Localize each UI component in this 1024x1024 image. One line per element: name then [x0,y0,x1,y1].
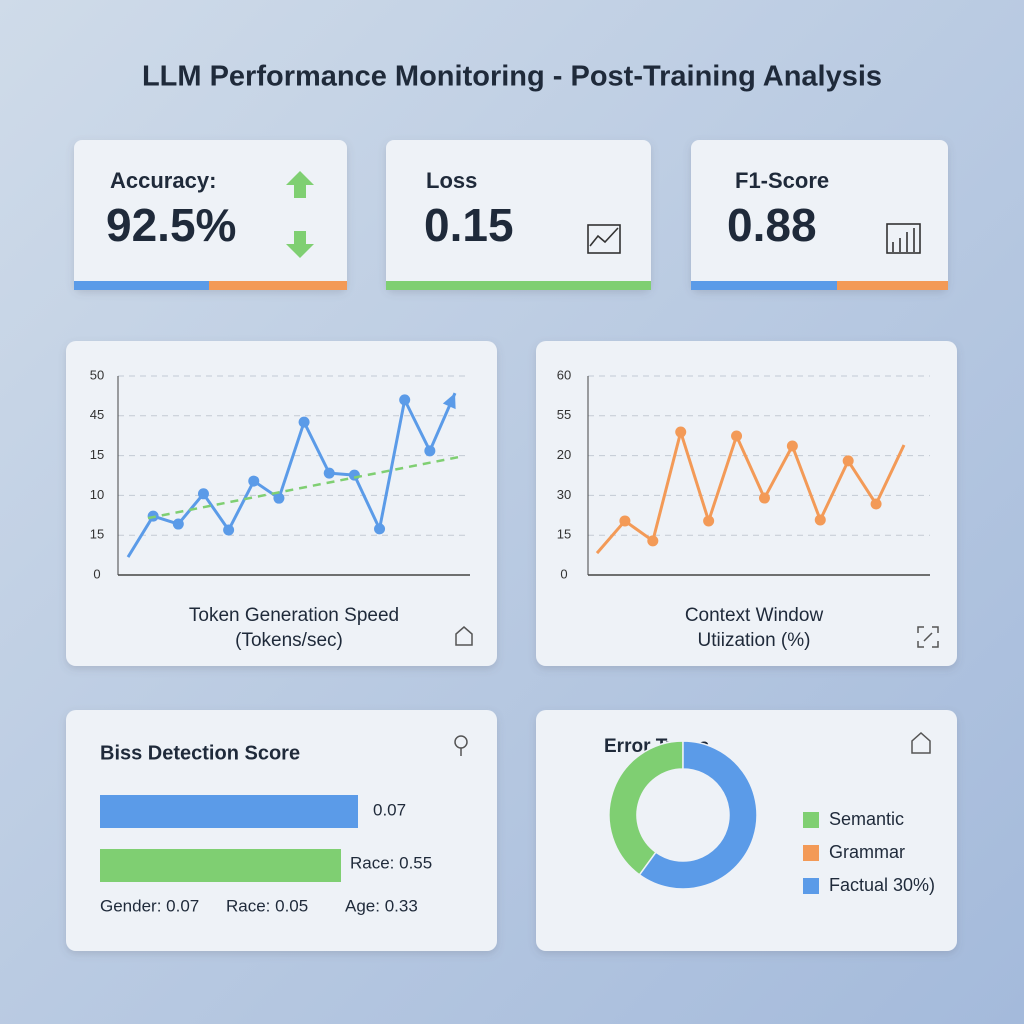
card-value: 92.5% [106,199,236,251]
y-tick-label: 15 [90,527,104,542]
data-point [248,475,260,487]
card-stripe [691,281,837,290]
legend-swatch [803,878,819,894]
data-point [675,426,687,438]
card-stripe [74,281,209,290]
bias-footer: Gender: 0.07 [100,896,199,915]
data-point [703,515,715,527]
data-point [619,515,631,527]
data-point [374,523,386,535]
legend-swatch [803,812,819,828]
y-tick-label: 55 [557,407,571,422]
data-point [223,524,235,536]
data-point [647,535,659,547]
data-point [814,514,826,526]
bar-icon [886,223,921,254]
panel [536,341,957,666]
y-tick-label: 20 [557,447,571,462]
data-point [273,492,285,504]
chart-subtitle: (Tokens/sec) [235,630,343,651]
chart-subtitle: Utiization (%) [698,630,811,651]
panel-title: Biss Detection Score [100,742,300,764]
pin-icon [454,735,468,756]
panels [66,341,957,951]
data-point [298,416,310,428]
home-icon [455,626,473,646]
home-icon [911,731,931,754]
bias-bar [100,849,341,882]
data-point [399,394,411,406]
page-title: LLM Performance Monitoring - Post-Traini… [142,61,882,93]
legend-swatch [803,845,819,861]
bar-label: 0.07 [373,800,406,819]
panel [66,341,497,666]
bias-footer: Age: 0.33 [345,896,418,915]
data-point [348,469,360,481]
y-tick-label: 0 [93,566,100,581]
arrow-head [442,393,456,410]
y-tick-label: 45 [90,407,104,422]
card-stripe [386,281,651,290]
chart-title: Context Window [685,605,824,626]
down-arrow-icon [286,231,314,258]
y-tick-label: 60 [557,367,571,382]
cards [74,140,948,290]
legend-label: Grammar [829,842,905,862]
y-tick-label: 15 [557,527,571,542]
chart-icon [587,224,621,254]
bias-footer: Race: 0.05 [226,896,308,915]
card-label: Accuracy: [110,168,216,193]
card [74,140,347,290]
card-stripe [837,281,948,290]
card-value: 0.15 [424,199,514,251]
y-tick-label: 50 [90,367,104,382]
donut-segment [608,740,684,876]
y-tick-label: 10 [90,487,104,502]
y-tick-label: 15 [90,447,104,462]
data-line [595,430,906,555]
data-point [842,455,854,467]
bar-label: Race: 0.55 [350,853,432,872]
up-arrow-icon [286,171,314,198]
bias-bar [100,795,358,828]
data-point [870,498,882,510]
card [386,140,651,290]
card-label: Loss [426,168,477,193]
y-tick-label: 30 [557,487,571,502]
data-point [172,518,184,530]
data-point [323,467,335,479]
legend-label: Semantic [829,809,904,829]
card [691,140,948,290]
data-point [197,488,209,500]
chart-title: Token Generation Speed [189,605,399,626]
data-point [786,440,798,452]
card-stripe [209,281,347,290]
data-point [424,445,436,457]
card-label: F1-Score [735,168,829,193]
panel [66,710,497,951]
y-tick-label: 0 [560,566,567,581]
donut-segment [638,740,758,890]
legend-label: Factual 30%) [829,875,935,895]
card-value: 0.88 [727,199,817,251]
expand-icon [917,626,939,648]
trend-line [147,455,459,520]
data-point [731,430,743,442]
data-line [126,392,457,558]
data-point [758,492,770,504]
